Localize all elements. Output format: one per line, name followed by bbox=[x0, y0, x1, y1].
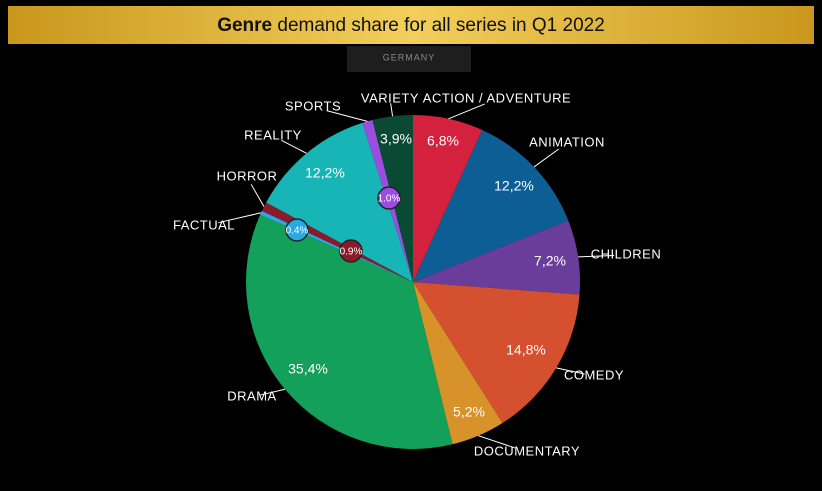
legend-label: COMEDY bbox=[564, 367, 624, 382]
pie-slice bbox=[246, 214, 453, 449]
data-label: 1.0% bbox=[378, 194, 401, 205]
legend-label: CHILDREN bbox=[591, 246, 661, 261]
leader-line bbox=[448, 103, 486, 120]
pie-slice bbox=[413, 220, 580, 295]
pie-slice bbox=[413, 282, 503, 445]
legend-label: DOCUMENTARY bbox=[474, 443, 580, 458]
leader-line bbox=[390, 103, 394, 117]
leader-line bbox=[326, 110, 368, 122]
data-label: 5,2% bbox=[453, 404, 485, 420]
leader-line bbox=[478, 435, 515, 449]
pie-slice bbox=[266, 122, 413, 282]
data-label: 0.9% bbox=[340, 247, 363, 258]
pie-slice bbox=[413, 130, 569, 282]
data-label: 0.4% bbox=[286, 226, 309, 237]
leader-line bbox=[281, 139, 307, 154]
legend-label: VARIETY bbox=[361, 90, 419, 105]
value-bubble bbox=[377, 186, 401, 210]
data-label: 3,9% bbox=[380, 131, 412, 147]
legend-label: HORROR bbox=[217, 168, 278, 183]
leader-line bbox=[218, 212, 262, 224]
value-bubble bbox=[285, 218, 309, 242]
data-label: 7,2% bbox=[534, 253, 566, 269]
data-label: 35,4% bbox=[288, 361, 328, 377]
data-label: 12,2% bbox=[494, 178, 534, 194]
subtitle: GERMANY bbox=[383, 52, 436, 62]
legend-label: ANIMATION bbox=[529, 134, 605, 149]
data-label: 12,2% bbox=[305, 165, 345, 181]
leader-line bbox=[556, 367, 585, 375]
leader-line bbox=[533, 148, 560, 168]
leader-line bbox=[250, 184, 265, 207]
legend-label: SPORTS bbox=[285, 98, 341, 113]
value-bubble bbox=[339, 239, 363, 263]
leader-line bbox=[578, 254, 615, 258]
title-bar bbox=[8, 6, 814, 44]
subtitle-box bbox=[347, 46, 471, 72]
legend-label: FACTUAL bbox=[173, 217, 235, 232]
pie-slice bbox=[413, 282, 580, 424]
legend-label: DRAMA bbox=[227, 388, 276, 403]
data-label: 6,8% bbox=[427, 133, 459, 149]
leader-line bbox=[260, 388, 286, 396]
legend-label: ACTION / ADVENTURE bbox=[423, 90, 571, 105]
pie-slice bbox=[413, 115, 483, 282]
data-label: 14,8% bbox=[506, 342, 546, 358]
legend-label: REALITY bbox=[244, 127, 302, 142]
chart-title: Genre demand share for all series in Q1 … bbox=[217, 15, 605, 36]
